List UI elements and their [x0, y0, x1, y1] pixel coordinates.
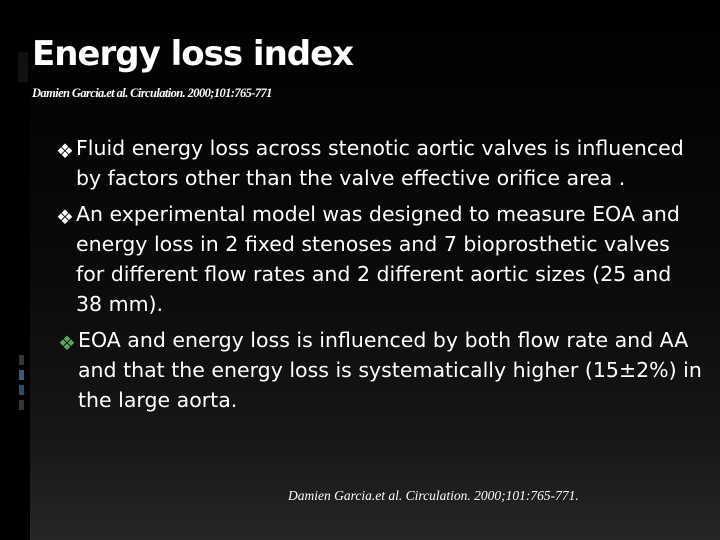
bullet-item: ❖ EOA and energy loss is influenced by b…	[58, 325, 702, 415]
slide-background	[30, 0, 720, 540]
decor-mark	[19, 385, 24, 395]
title-accent-bar	[18, 52, 28, 82]
bullet-text: An experimental model was designed to me…	[76, 202, 680, 316]
bullet-item: ❖ Fluid energy loss across stenotic aort…	[56, 133, 700, 193]
bullet-item: ❖ An experimental model was designed to …	[56, 199, 700, 319]
slide-title: Energy loss index	[32, 34, 354, 74]
diamond-bullet-icon: ❖	[56, 205, 74, 229]
bullet-text: Fluid energy loss across stenotic aortic…	[76, 136, 684, 190]
diamond-bullet-icon: ❖	[56, 139, 74, 163]
decor-mark	[19, 400, 24, 410]
bullet-text: EOA and energy loss is influenced by bot…	[78, 328, 702, 412]
citation-footer: Damien Garcia.et al. Circulation. 2000;1…	[288, 488, 579, 503]
decor-mark	[19, 355, 24, 365]
slide-subtitle: Damien Garcia.et al. Circulation. 2000;1…	[32, 86, 272, 100]
diamond-bullet-icon: ❖	[58, 331, 76, 355]
decor-mark	[19, 370, 24, 380]
bullet-list: ❖ Fluid energy loss across stenotic aort…	[56, 133, 702, 421]
